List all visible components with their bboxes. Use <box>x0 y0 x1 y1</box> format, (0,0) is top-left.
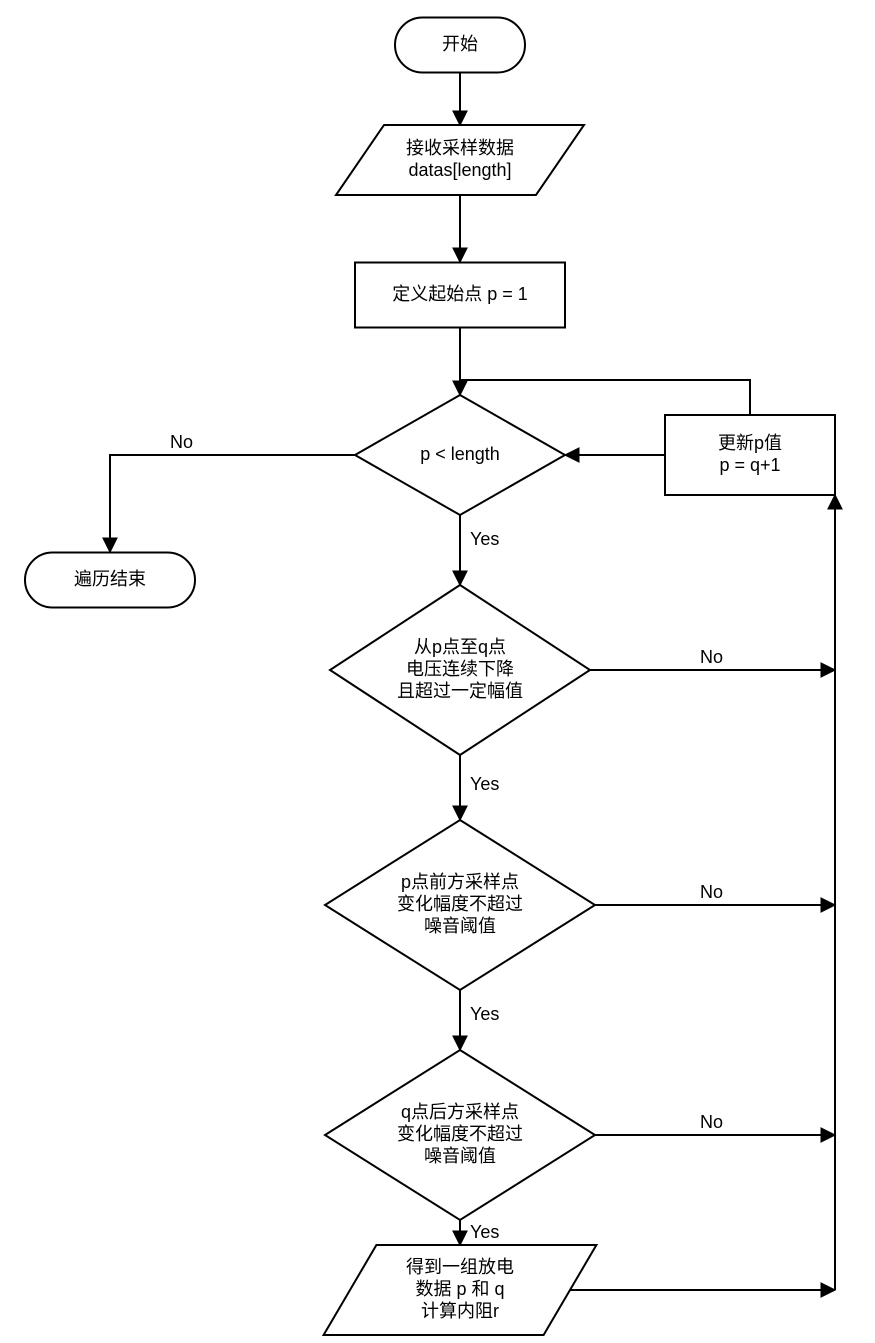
edge-e15 <box>460 380 750 415</box>
node-cond4-line2: 噪音阈值 <box>424 1146 496 1166</box>
node-cond4-line0: q点后方采样点 <box>401 1102 519 1122</box>
node-update: 更新p值p = q+1 <box>665 415 835 495</box>
node-input-line1: datas[length] <box>408 160 511 180</box>
node-update-line1: p = q+1 <box>719 455 780 475</box>
node-output-line1: 数据 p 和 q <box>415 1279 504 1299</box>
node-output-line2: 计算内阻r <box>421 1301 499 1321</box>
node-output-line0: 得到一组放电 <box>406 1257 514 1277</box>
node-cond3-line0: p点前方采样点 <box>401 872 519 892</box>
edge-label-e11: No <box>700 1112 723 1132</box>
node-input-line0: 接收采样数据 <box>406 138 514 158</box>
edge-label-e10: No <box>700 882 723 902</box>
node-update-line0: 更新p值 <box>718 433 782 453</box>
edge-label-e6: Yes <box>470 774 499 794</box>
node-cond2-line1: 电压连续下降 <box>406 659 514 679</box>
nodes-layer: 开始接收采样数据datas[length] 定义起始点 p = 1 p < leng… <box>25 18 835 1336</box>
node-end-line0: 遍历结束 <box>74 569 146 589</box>
node-cond1-line0: p < length <box>420 444 500 464</box>
edge-label-e5: No <box>170 432 193 452</box>
node-cond2-line2: 且超过一定幅值 <box>397 681 523 701</box>
edge-label-e9: No <box>700 647 723 667</box>
node-output: 得到一组放电数据 p 和 q计算内阻r <box>324 1245 597 1335</box>
node-start-line0: 开始 <box>442 34 478 54</box>
edge-label-e8: Yes <box>470 1222 499 1242</box>
node-cond2: 从p点至q点电压连续下降且超过一定幅值 <box>330 585 590 755</box>
node-init-line0: 定义起始点 p = 1 <box>392 284 528 304</box>
node-cond3-line2: 噪音阈值 <box>424 916 496 936</box>
node-input: 接收采样数据datas[length] <box>336 125 584 195</box>
node-cond4-line1: 变化幅度不超过 <box>397 1124 523 1144</box>
edge-label-e7: Yes <box>470 1004 499 1024</box>
node-init: 定义起始点 p = 1 <box>355 263 565 328</box>
node-cond4: q点后方采样点变化幅度不超过噪音阈值 <box>325 1050 595 1220</box>
flowchart-canvas: YesNoYesYesYesNoNoNo开始接收采样数据datas[length… <box>0 0 875 1343</box>
node-cond3: p点前方采样点变化幅度不超过噪音阈值 <box>325 820 595 990</box>
node-start: 开始 <box>395 18 525 73</box>
node-cond1: p < length <box>355 395 565 515</box>
node-end: 遍历结束 <box>25 553 195 608</box>
edge-e5 <box>110 455 355 552</box>
edge-label-e4: Yes <box>470 529 499 549</box>
node-cond3-line1: 变化幅度不超过 <box>397 894 523 914</box>
node-cond2-line0: 从p点至q点 <box>414 637 506 657</box>
